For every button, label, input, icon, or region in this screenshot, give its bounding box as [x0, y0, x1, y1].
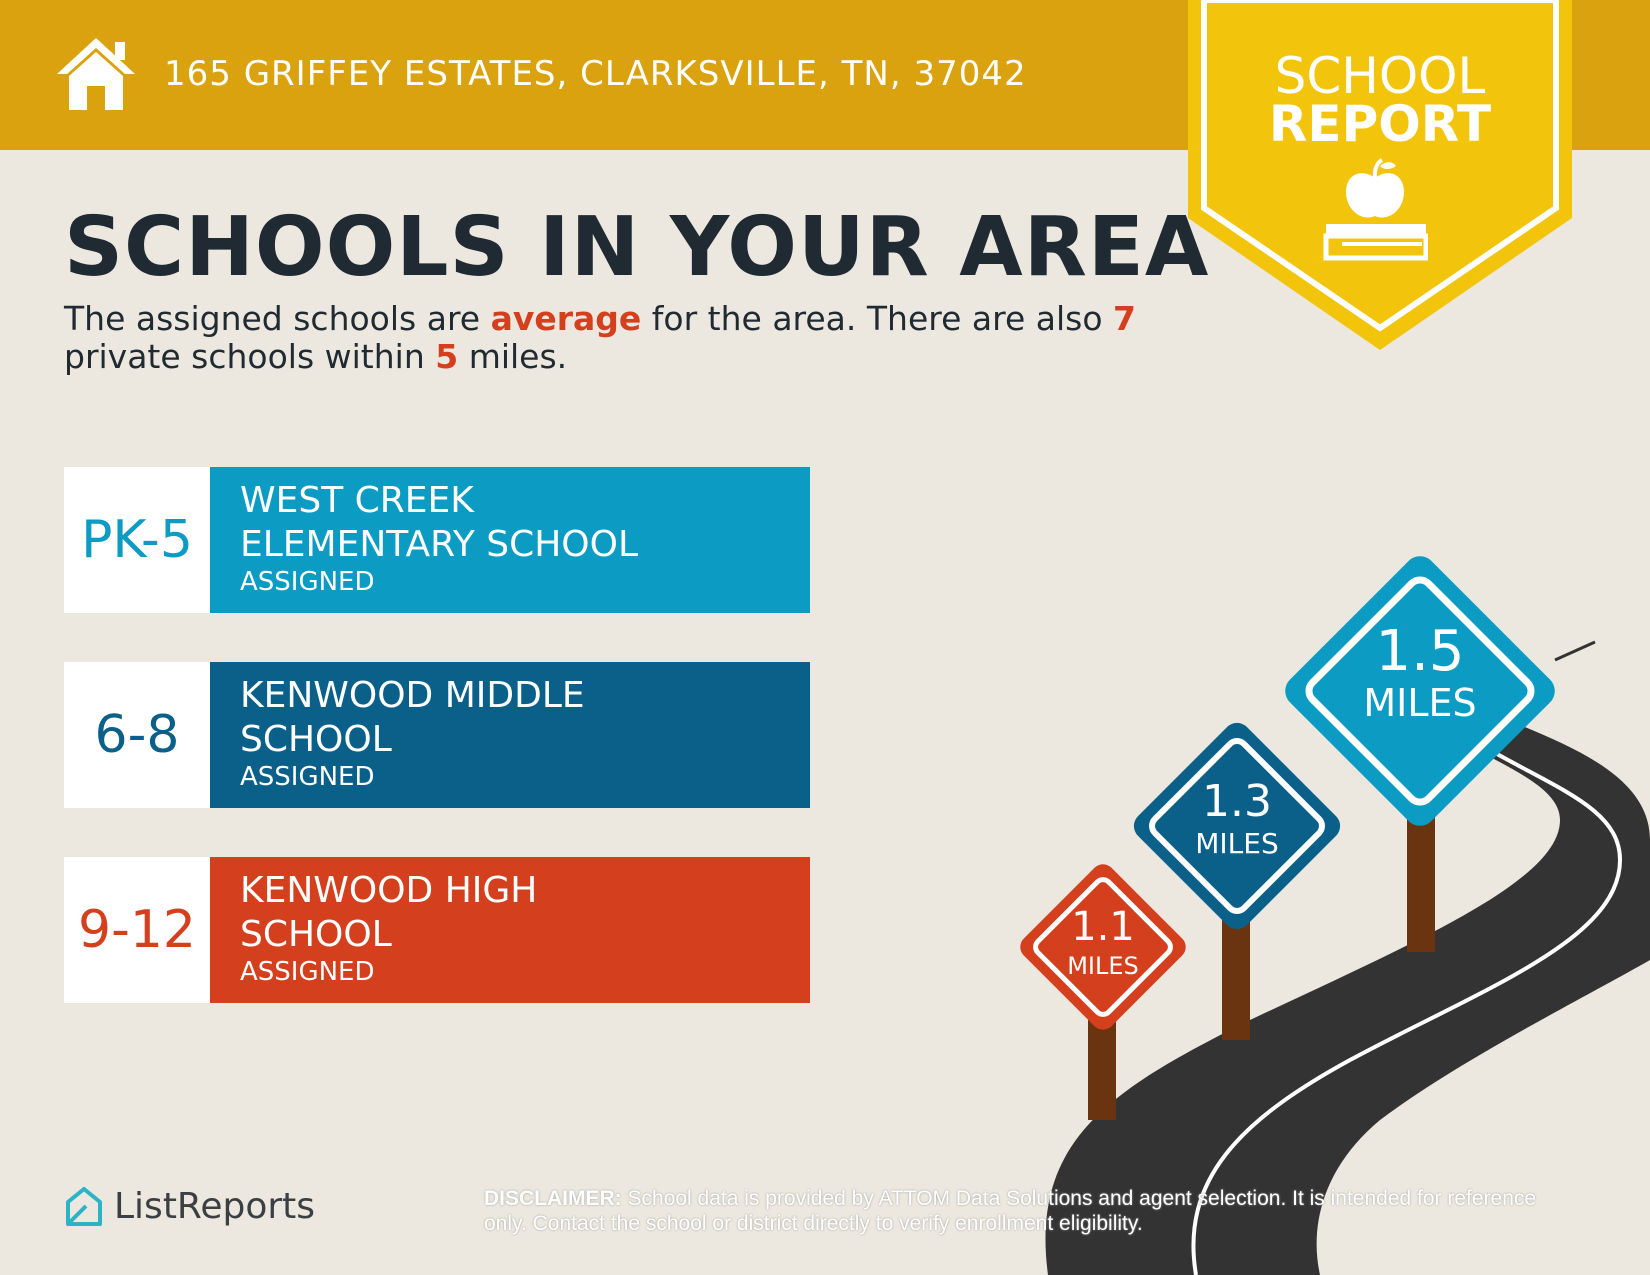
- property-address: 165 GRIFFEY ESTATES, CLARKSVILLE, TN, 37…: [164, 54, 1027, 94]
- school-name-line1: KENWOOD HIGH: [240, 870, 538, 911]
- school-info: KENWOOD MIDDLE SCHOOL ASSIGNED: [210, 662, 810, 808]
- disclaimer-text: School data is provided by ATTOM Data So…: [484, 1187, 1537, 1235]
- road-surface: [1045, 725, 1650, 1275]
- sign-distance-unit: MILES: [1195, 827, 1278, 860]
- sign-distance-value: 1.3: [1202, 776, 1272, 827]
- summary-part3: private schools within: [64, 337, 436, 376]
- summary-part4: miles.: [458, 337, 568, 376]
- page-title: SCHOOLS IN YOUR AREA: [64, 200, 1210, 295]
- badge-title-line1: SCHOOL: [1274, 47, 1486, 105]
- summary-part2: for the area. There are also: [641, 299, 1114, 338]
- distance-sign-1-1: [1020, 864, 1186, 1030]
- badge-title-line2: REPORT: [1268, 95, 1492, 153]
- grade-range: 9-12: [64, 857, 210, 1003]
- school-info: WEST CREEK ELEMENTARY SCHOOL ASSIGNED: [210, 467, 810, 613]
- school-name-line2: ELEMENTARY SCHOOL: [240, 524, 639, 565]
- search-radius: 5: [435, 337, 459, 376]
- disclaimer-label: DISCLAIMER:: [484, 1187, 622, 1210]
- grade-range: 6-8: [64, 662, 210, 808]
- school-info: KENWOOD HIGH SCHOOL ASSIGNED: [210, 857, 810, 1003]
- apple-books-icon: [1323, 158, 1428, 261]
- school-name-line1: KENWOOD MIDDLE: [240, 675, 585, 716]
- listreports-logo-text: ListReports: [114, 1186, 316, 1227]
- school-status: ASSIGNED: [240, 762, 375, 792]
- sign-distance-value: 1.1: [1071, 904, 1135, 950]
- road-centerline: [1191, 748, 1623, 1275]
- school-name-line1: WEST CREEK: [240, 480, 474, 521]
- distance-sign-1-5: [1285, 556, 1555, 826]
- listreports-logo-icon: [66, 1187, 102, 1226]
- sign-distance-value: 1.5: [1375, 619, 1464, 684]
- school-name-line2: SCHOOL: [240, 914, 392, 955]
- sign-distance-unit: MILES: [1067, 952, 1139, 980]
- school-status: ASSIGNED: [240, 957, 375, 987]
- sign-distance-unit: MILES: [1363, 681, 1476, 725]
- summary-text: The assigned schools are average for the…: [64, 300, 1164, 376]
- summary-rating: average: [490, 299, 642, 338]
- summary-part1: The assigned schools are: [64, 299, 491, 338]
- school-status: ASSIGNED: [240, 567, 375, 597]
- home-icon: [57, 38, 135, 110]
- school-row-elementary: PK-5 WEST CREEK ELEMENTARY SCHOOL ASSIGN…: [64, 467, 810, 613]
- school-name-line2: SCHOOL: [240, 719, 392, 760]
- school-row-middle: 6-8 KENWOOD MIDDLE SCHOOL ASSIGNED: [64, 662, 810, 808]
- private-school-count: 7: [1113, 299, 1136, 338]
- grade-range: PK-5: [64, 467, 210, 613]
- distance-sign-1-3: [1133, 722, 1341, 930]
- school-row-high: 9-12 KENWOOD HIGH SCHOOL ASSIGNED: [64, 857, 810, 1003]
- disclaimer: DISCLAIMER: School data is provided by A…: [484, 1186, 1564, 1236]
